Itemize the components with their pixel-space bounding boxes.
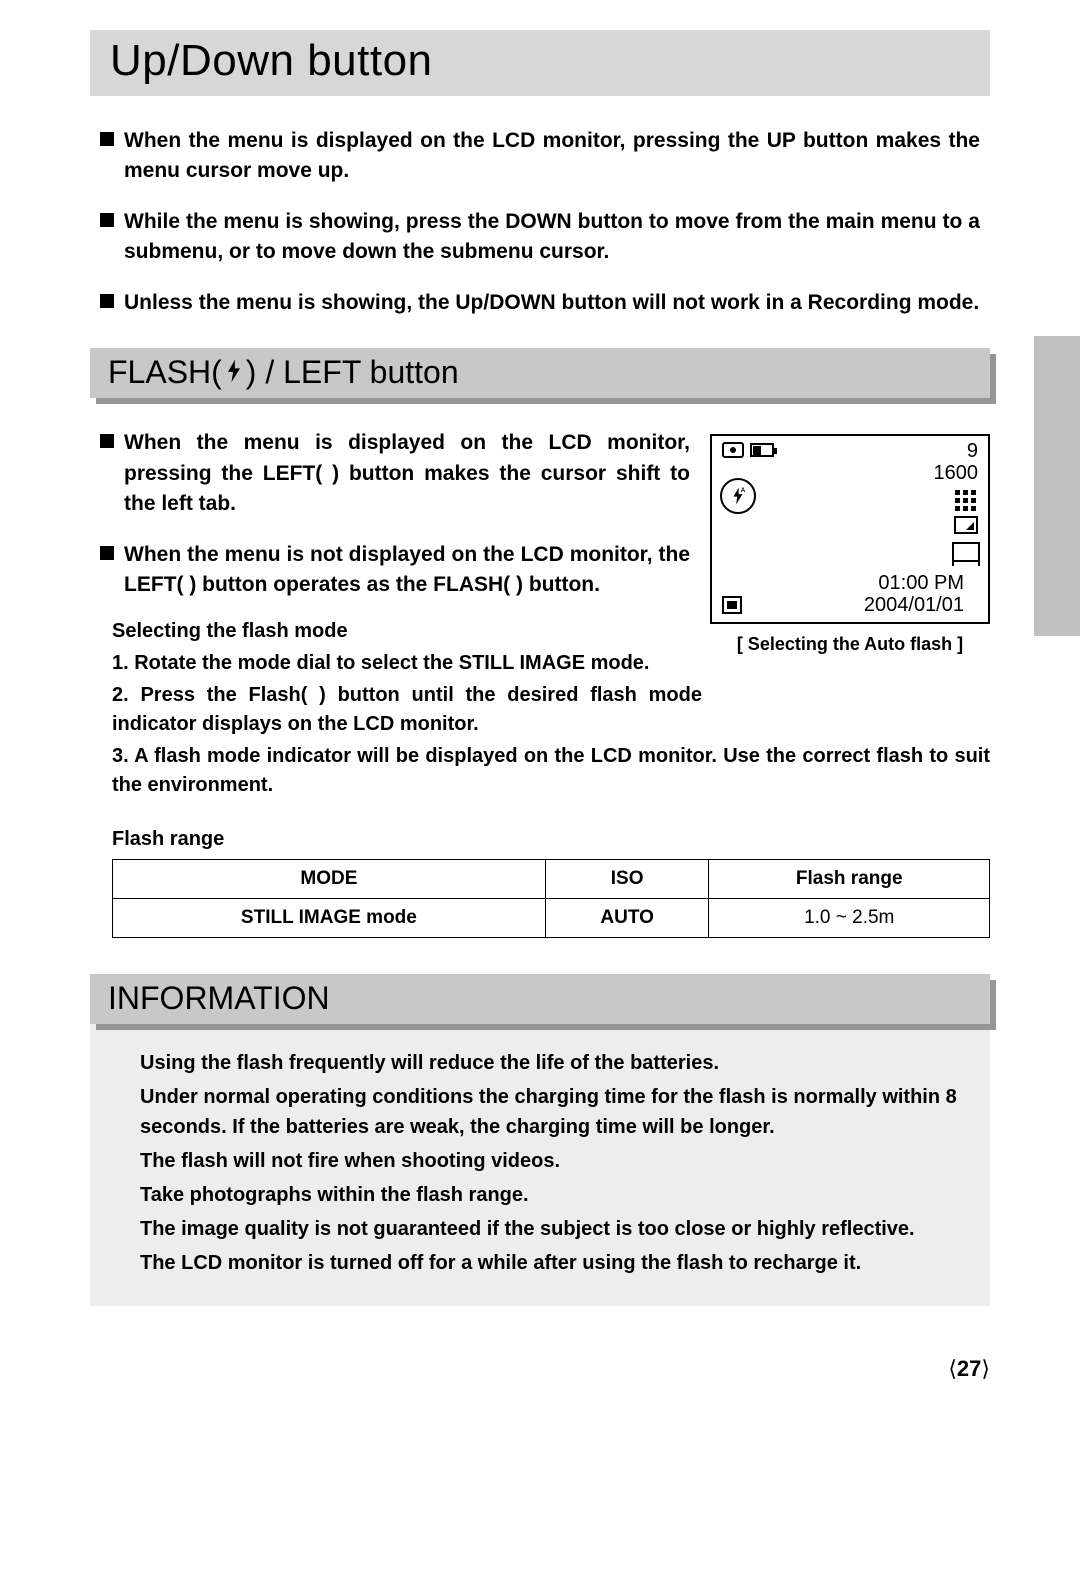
flash-range-table: MODE ISO Flash range STILL IMAGE mode AU… [112, 859, 990, 938]
lcd-time: 01:00 PM [864, 572, 964, 594]
bullet-item: Unless the menu is showing, the Up/DOWN … [100, 288, 980, 318]
info-item: Using the flash frequently will reduce t… [140, 1048, 960, 1078]
table-cell: 1.0 ~ 2.5m [709, 899, 990, 938]
square-bullet-icon [100, 213, 114, 227]
bullet-item: When the menu is displayed on the LCD mo… [100, 428, 690, 519]
manual-page: Up/Down button When the menu is displaye… [0, 0, 1080, 1585]
selecting-heading: Selecting the flash mode [112, 620, 702, 643]
section-heading-flash: FLASH( ) / LEFT button [90, 348, 990, 398]
lcd-resolution: 1600 [934, 462, 979, 485]
page-number: ⟨27⟩ [90, 1356, 990, 1382]
lcd-illustration: 9 1600 A 01:00 PM 2004/01/01 [ Selecting… [710, 434, 990, 655]
bullet-text: When the menu is displayed on the LCD mo… [124, 126, 980, 187]
info-title: INFORMATION [108, 980, 330, 1017]
lcd-flash-indicator: A [720, 478, 756, 514]
bullet-text: When the menu is displayed on the LCD mo… [124, 428, 690, 519]
information-body: Using the flash frequently will reduce t… [90, 1022, 990, 1306]
bullet-text: Unless the menu is showing, the Up/DOWN … [124, 288, 979, 318]
section-bar: INFORMATION [90, 974, 990, 1024]
bullet-item: When the menu is displayed on the LCD mo… [100, 126, 980, 187]
svg-text:A: A [741, 487, 745, 494]
lcd-shots: 9 [967, 440, 978, 463]
flash-icon [224, 354, 244, 391]
bullet-item: When the menu is not displayed on the LC… [100, 540, 690, 601]
quality-icon [955, 490, 976, 511]
table-header: Flash range [709, 860, 990, 899]
bullet-text: While the menu is showing, press the DOW… [124, 207, 980, 268]
section-prefix: FLASH( [108, 354, 222, 391]
lcd-screen: 9 1600 A 01:00 PM 2004/01/01 [710, 434, 990, 624]
table-header: ISO [545, 860, 709, 899]
square-bullet-icon [100, 132, 114, 146]
info-item: Take photographs within the flash range. [140, 1180, 960, 1210]
info-item: The LCD monitor is turned off for a whil… [140, 1248, 960, 1278]
table-cell: AUTO [545, 899, 709, 938]
table-header: MODE [113, 860, 546, 899]
lcd-caption: [ Selecting the Auto flash ] [710, 634, 990, 655]
lcd-datetime: 01:00 PM 2004/01/01 [864, 572, 964, 616]
table-row: STILL IMAGE mode AUTO 1.0 ~ 2.5m [113, 899, 990, 938]
table-label: Flash range [112, 828, 990, 851]
section-suffix: ) / LEFT button [246, 354, 459, 391]
bracket-icon: ⟨ [948, 1356, 957, 1381]
square-bullet-icon [100, 546, 114, 560]
bullet-item: While the menu is showing, press the DOW… [100, 207, 980, 268]
section-heading-info: INFORMATION [90, 974, 990, 1024]
lcd-top-icons [722, 442, 774, 458]
title-bar: Up/Down button [90, 30, 990, 96]
sharpness-icon [954, 542, 978, 562]
bracket-icon: ⟩ [981, 1356, 990, 1381]
battery-icon [750, 443, 774, 457]
card-icon [722, 596, 742, 614]
table-header-row: MODE ISO Flash range [113, 860, 990, 899]
side-tab [1034, 336, 1080, 636]
metering-icon [954, 516, 978, 534]
mode-icon [722, 442, 744, 458]
lcd-date: 2004/01/01 [864, 594, 964, 616]
square-bullet-icon [100, 294, 114, 308]
step-item: 1. Rotate the mode dial to select the ST… [112, 649, 702, 678]
info-item: The flash will not fire when shooting vi… [140, 1146, 960, 1176]
step-item: 3. A flash mode indicator will be displa… [112, 742, 990, 800]
table-cell: STILL IMAGE mode [113, 899, 546, 938]
page-title: Up/Down button [110, 36, 433, 85]
info-item: The image quality is not guaranteed if t… [140, 1214, 960, 1244]
step-item: 2. Press the Flash( ) button until the d… [112, 681, 702, 739]
section-bar: FLASH( ) / LEFT button [90, 348, 990, 398]
info-item: Under normal operating conditions the ch… [140, 1082, 960, 1142]
square-bullet-icon [100, 434, 114, 448]
bullet-text: When the menu is not displayed on the LC… [124, 540, 690, 601]
flash-content: 9 1600 A 01:00 PM 2004/01/01 [ Selecting… [90, 428, 990, 938]
